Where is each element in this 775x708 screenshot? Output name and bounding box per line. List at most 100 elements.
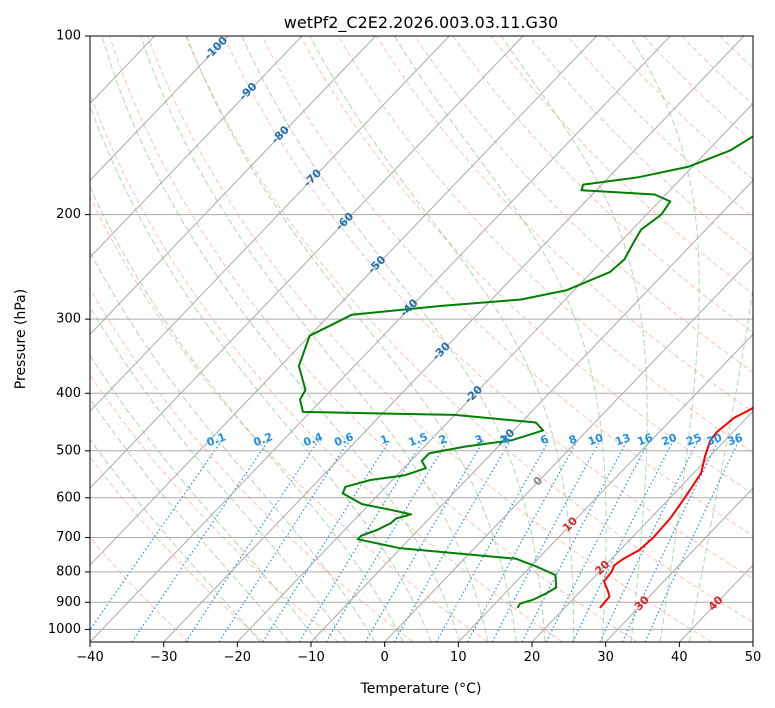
chart-title: wetPf2_C2E2.2026.003.03.11.G30 <box>284 13 558 33</box>
mixing-ratio-line <box>599 440 699 642</box>
moist-adiabat <box>629 36 700 642</box>
mixing-ratio-label: 0.6 <box>332 430 355 449</box>
isotherm-gridline <box>90 36 597 566</box>
isotherm-gridline <box>163 36 745 642</box>
mixing-ratio-label: 36 <box>726 431 745 449</box>
y-tick-label: 800 <box>56 564 81 579</box>
mixing-ratio-line <box>364 439 485 642</box>
y-tick-label: 500 <box>56 443 81 458</box>
mixing-ratio-label: 13 <box>613 431 632 448</box>
dry-adiabat <box>376 36 753 413</box>
x-axis-label: Temperature (°C) <box>360 681 482 697</box>
y-axis-label: Pressure (hPa) <box>13 289 29 389</box>
dry-adiabat <box>337 36 753 454</box>
mixing-ratio-label: 1.5 <box>407 430 430 449</box>
dry-adiabat <box>490 36 753 295</box>
moist-adiabat <box>90 398 290 642</box>
y-tick-label: 300 <box>56 312 81 327</box>
mixing-ratio-line <box>435 440 550 642</box>
x-tick-label: 0 <box>381 650 389 665</box>
moist-adiabat <box>309 36 575 642</box>
mixing-ratio-line <box>298 439 424 642</box>
isotherm-gridline <box>90 36 671 642</box>
dry-adiabat <box>90 456 264 642</box>
isotherm-gridline <box>90 36 303 259</box>
dry-adiabat <box>185 36 753 623</box>
isotherm-gridline <box>236 102 753 642</box>
mixing-ratio-label: 16 <box>636 431 655 449</box>
mixing-ratio-label: 25 <box>684 431 703 448</box>
isotherm-gridline <box>90 36 450 412</box>
y-tick-label: 600 <box>56 490 81 505</box>
moist-adiabat <box>90 104 432 642</box>
isotherm-gridline <box>90 36 229 182</box>
y-tick-label: 100 <box>56 29 81 44</box>
x-axis: −40 −30 −20 −10 0 10 20 30 40 50 <box>76 642 761 665</box>
moist-adiabat <box>90 250 376 642</box>
mixing-ratio-label: 0.2 <box>252 430 275 449</box>
x-tick-label: 30 <box>597 650 614 665</box>
moist-adiabat <box>90 354 319 642</box>
x-tick-label: 50 <box>745 650 762 665</box>
x-tick-label: −20 <box>224 650 251 665</box>
moist-adiabat <box>394 36 607 642</box>
mixing-ratio-line <box>491 440 601 642</box>
mixing-ratio-label: 1 <box>379 432 391 447</box>
isotherm-gridline <box>384 256 753 642</box>
moist-adiabat <box>688 285 753 642</box>
dry-adiabat <box>147 36 712 642</box>
dry-adiabat <box>223 36 753 580</box>
moist-adiabat <box>241 36 546 642</box>
x-tick-label: 20 <box>524 650 541 665</box>
mixing-ratio-label: 30 <box>705 431 724 449</box>
mixing-ratio-label: 0.1 <box>205 430 228 449</box>
dry-adiabat <box>452 36 753 334</box>
isotherm-gridline <box>605 487 753 642</box>
dry-adiabat <box>90 92 563 642</box>
mixing-ratio-label: 6 <box>539 432 551 447</box>
moist-adiabat <box>90 438 261 642</box>
y-tick-label: 1000 <box>48 622 81 637</box>
mixing-ratio-line <box>572 440 675 642</box>
mixing-ratio-line <box>131 439 270 642</box>
x-tick-label: 40 <box>671 650 688 665</box>
y-tick-label: 900 <box>56 595 81 610</box>
isotherm-gridline <box>531 410 753 642</box>
x-tick-label: −40 <box>76 650 103 665</box>
mixing-ratio-label: 10 <box>586 431 605 449</box>
dry-adiabat <box>90 536 190 642</box>
isotherm-gridline <box>310 179 753 642</box>
mixing-ratio-line <box>466 440 579 642</box>
moist-adiabat <box>140 36 489 642</box>
dry-adiabat <box>90 373 339 642</box>
x-tick-label: −10 <box>297 650 324 665</box>
isotherm-gridline <box>90 36 376 335</box>
x-tick-label: −30 <box>150 650 177 665</box>
mixing-ratio-label: 8 <box>567 432 579 447</box>
x-tick-label: 10 <box>450 650 467 665</box>
isotherm-gridline <box>457 333 753 642</box>
mixing-ratio-line <box>90 439 223 632</box>
moist-adiabat <box>101 36 461 642</box>
mixing-ratio-label: 20 <box>660 431 679 449</box>
mixing-ratio-line <box>262 439 391 642</box>
isotherm-gridline <box>90 36 524 489</box>
moist-adiabat <box>90 185 404 642</box>
mixing-ratio-label: 2 <box>437 432 449 447</box>
temperature-profile <box>599 406 753 609</box>
y-axis: 100 200 300 400 500 600 700 800 900 1000 <box>48 29 90 637</box>
plot-frame <box>89 35 754 643</box>
plot-area <box>90 36 753 642</box>
y-tick-label: 400 <box>56 386 81 401</box>
dry-adiabat <box>90 195 488 642</box>
y-tick-label: 200 <box>56 207 81 222</box>
mixing-ratio-line <box>325 439 449 642</box>
mixing-ratio-label: 3 <box>473 432 485 447</box>
y-tick-label: 700 <box>56 530 81 545</box>
mixing-ratio-line <box>218 439 350 642</box>
mixing-ratio-label: 4 <box>500 432 512 447</box>
moist-adiabat <box>90 305 347 642</box>
moist-adiabat <box>500 36 648 642</box>
mixing-ratio-line <box>185 439 319 642</box>
